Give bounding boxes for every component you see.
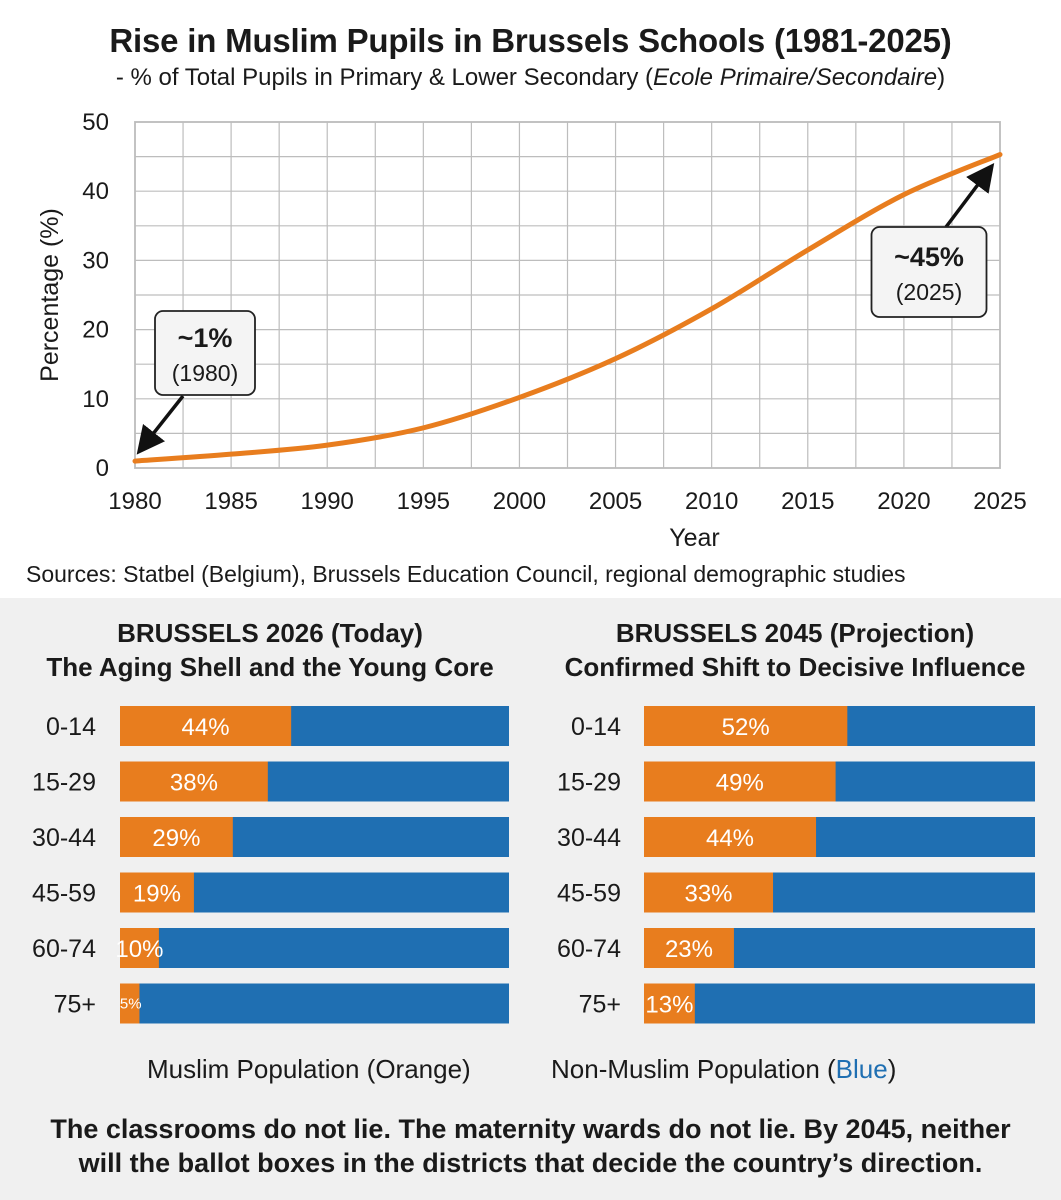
bar-non-muslim (120, 983, 509, 1024)
x-tick-label: 2000 (493, 488, 546, 515)
bar-muslim (644, 761, 836, 802)
subtitle-italic: Ecole Primaire/Secondaire (652, 64, 938, 91)
legend-blue-word: Blue (835, 1054, 888, 1084)
callout-box (870, 226, 988, 318)
bar-value-label: 29% (152, 825, 200, 852)
footer-line-2: will the ballot boxes in the districts t… (78, 1148, 983, 1178)
bar-value-label: 13% (645, 992, 693, 1019)
subtitle-suffix: ) (937, 64, 946, 91)
x-tick-label: 1980 (108, 488, 161, 515)
y-tick-label: 20 (82, 317, 109, 344)
bar-muslim (644, 983, 695, 1024)
bar-value-label: 33% (684, 881, 732, 908)
x-tick-label: 2015 (781, 488, 834, 515)
y-tick-label: 30 (82, 247, 109, 274)
callout-value: ~1% (178, 323, 233, 353)
y-tick-label: 0 (96, 455, 109, 482)
bar-chart-2045: 0-14 52% 15-29 49% 30-44 44% 45-59 33% 60-74 23% 7… (557, 706, 1035, 1024)
x-tick-label: 1985 (204, 488, 257, 515)
age-group-label: 15-29 (32, 769, 96, 797)
chart-subtitle: - % of Total Pupils in Primary & Lower S… (0, 64, 1061, 92)
callout-year: (2025) (896, 279, 962, 305)
age-group-label: 75+ (54, 991, 96, 1019)
y-axis-label: Percentage (%) (36, 208, 64, 382)
bar-muslim (120, 761, 268, 802)
bar-non-muslim (644, 983, 1035, 1024)
age-group-label: 60-74 (557, 935, 621, 963)
x-tick-label: 1995 (397, 488, 450, 515)
x-tick-label: 2010 (685, 488, 738, 515)
bar-value-label: 44% (182, 714, 230, 741)
footer-statement: The classrooms do not lie. The maternity… (0, 1112, 1061, 1180)
bar-value-label: 19% (133, 881, 181, 908)
bar-value-label: 49% (716, 770, 764, 797)
callout-arrow (136, 394, 185, 455)
callout-arrow (944, 163, 995, 229)
y-tick-label: 40 (82, 178, 109, 205)
bar-muslim (644, 817, 817, 857)
bar-value-label: 38% (170, 770, 218, 797)
bar-non-muslim (120, 928, 509, 968)
age-group-label: 45-59 (557, 880, 621, 908)
line-chart: 1980 1985 1990 1995 2000 2005 2010 2015 2020 2025… (36, 109, 1027, 552)
sources-note: Sources: Statbel (Belgium), Brussels Edu… (26, 561, 906, 587)
bar-value-label: 23% (665, 936, 713, 963)
footer-line-1: The classrooms do not lie. The maternity… (50, 1114, 1011, 1144)
x-tick-label: 1990 (301, 488, 354, 515)
panel-2026-subtitle: The Aging Shell and the Young Core (46, 652, 494, 682)
series-line-muslim-pupils (132, 152, 1003, 464)
bar-muslim (120, 928, 159, 968)
legend-muslim: Muslim Population (Orange) (147, 1054, 471, 1084)
age-group-label: 30-44 (32, 824, 96, 852)
y-tick-label: 10 (82, 386, 109, 413)
age-group-label: 30-44 (557, 824, 621, 852)
age-comparison-panel: BRUSSELS 2026 (Today) The Aging Shell an… (0, 598, 1061, 1200)
bar-muslim (644, 928, 734, 968)
legend-non-muslim-suffix: ) (887, 1054, 897, 1084)
subtitle-prefix: - % of Total Pupils in Primary & Lower S… (115, 64, 653, 91)
bar-muslim (120, 706, 292, 746)
age-group-label: 45-59 (32, 880, 96, 908)
callout-box (154, 310, 256, 396)
panel-2026-title: BRUSSELS 2026 (Today) (117, 618, 423, 648)
panel-2045-title: BRUSSELS 2045 (Projection) (615, 618, 975, 648)
age-group-label: 75+ (579, 991, 621, 1019)
bar-muslim (120, 817, 233, 857)
age-group-label: 0-14 (571, 713, 621, 741)
callout-value: ~45% (894, 242, 964, 272)
x-axis-label: Year (669, 524, 720, 552)
bar-value-label: 10% (115, 936, 163, 963)
bar-chart-2026: 0-14 44% 15-29 38% 30-44 29% 45-59 19% 60-74 10% 7… (32, 706, 509, 1024)
bar-value-label: 52% (722, 714, 770, 741)
chart-title: Rise in Muslim Pupils in Brussels School… (109, 22, 952, 59)
x-tick-label: 2020 (877, 488, 930, 515)
x-tick-label: 2025 (973, 488, 1026, 515)
panel-2045-subtitle: Confirmed Shift to Decisive Influence (564, 652, 1026, 682)
bar-value-label: 5% (120, 996, 142, 1013)
y-tick-label: 50 (82, 109, 109, 136)
age-group-label: 0-14 (46, 713, 96, 741)
legend-non-muslim-prefix: Non-Muslim Population ( (551, 1054, 836, 1084)
legend-non-muslim: Non-Muslim Population (Blue) (551, 1054, 896, 1085)
callout-year: (1980) (172, 360, 238, 386)
bar-muslim (644, 706, 848, 746)
bar-muslim (120, 872, 194, 913)
bar-value-label: 44% (706, 825, 754, 852)
age-group-label: 60-74 (32, 935, 96, 963)
bar-muslim (644, 872, 774, 913)
age-group-label: 15-29 (557, 769, 621, 797)
bar-muslim (120, 983, 140, 1024)
x-tick-label: 2005 (589, 488, 642, 515)
